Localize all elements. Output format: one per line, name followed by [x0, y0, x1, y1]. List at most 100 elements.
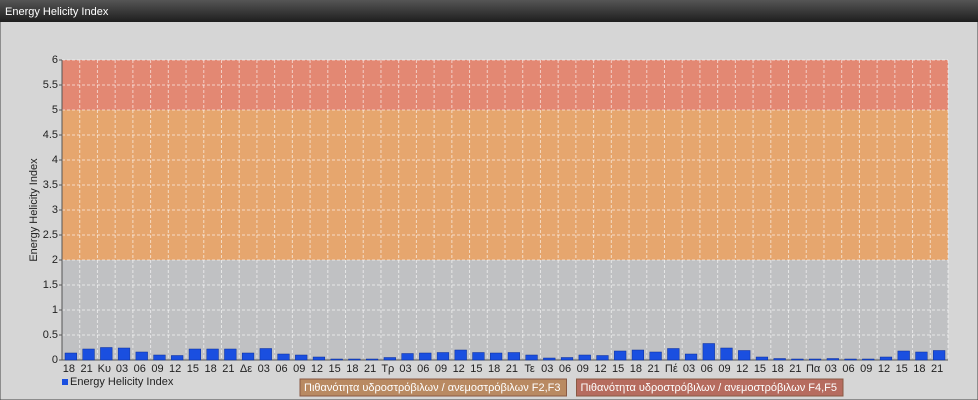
x-tick-label: 12: [169, 363, 181, 375]
legend-band-box: [299, 378, 567, 397]
x-tick-label: 03: [258, 363, 270, 375]
x-tick-label: 18: [63, 363, 75, 375]
bar: [720, 347, 733, 361]
x-tick-label: 15: [612, 363, 624, 375]
y-tick-label: 1: [52, 304, 58, 316]
y-tick-label: 3: [52, 204, 58, 216]
bar: [259, 348, 272, 361]
x-tick-label: 09: [860, 363, 872, 375]
legend-band-label: Πιθανότητα υδροστρόβιλων / ανεμοστρόβιλω…: [304, 382, 561, 394]
bar: [684, 353, 698, 361]
x-tick-label: 09: [151, 363, 163, 375]
bar: [649, 351, 662, 361]
x-tick-label: 15: [754, 363, 766, 375]
bar: [578, 354, 591, 361]
bar: [738, 350, 751, 361]
y-tick-label: 2.5: [43, 229, 58, 241]
bar: [383, 357, 396, 361]
x-tick-label: 03: [825, 363, 837, 375]
y-tick-label: 6: [52, 54, 58, 66]
bar: [100, 347, 113, 361]
bar: [667, 348, 680, 361]
y-tick-label: 0: [52, 354, 58, 366]
x-tick-label: 15: [470, 363, 482, 375]
y-tick-label: 5.5: [43, 79, 58, 91]
y-tick-label: 0.5: [43, 329, 58, 341]
bar: [897, 350, 910, 361]
x-tick-label: 06: [559, 363, 571, 375]
x-tick-label: 18: [346, 363, 358, 375]
bar: [64, 352, 77, 361]
x-tick-label: 06: [134, 363, 146, 375]
x-tick-label: 12: [878, 363, 890, 375]
bar: [915, 351, 928, 361]
x-tick-label: 12: [453, 363, 465, 375]
x-tick-label: 15: [896, 363, 908, 375]
x-tick-label: 12: [736, 363, 748, 375]
bar: [862, 358, 875, 361]
header-bar: [0, 0, 978, 22]
x-tick-label: 18: [204, 363, 216, 375]
bar: [507, 352, 520, 361]
legend-band-label: Πιθανότητα υδροστρόβιλων / ανεμοστρόβιλω…: [581, 382, 838, 394]
legend-band: Πιθανότητα υδροστρόβιλων / ανεμοστρόβιλω…: [299, 378, 567, 397]
bar: [879, 356, 893, 361]
x-tick-label: 06: [417, 363, 429, 375]
y-axis-label: Energy Helicity Index: [28, 158, 40, 262]
x-tick-label: Τε: [524, 363, 535, 375]
bar: [826, 358, 839, 361]
bar: [401, 353, 414, 361]
bar: [135, 351, 148, 361]
legend-band-box: [576, 378, 844, 397]
bar: [472, 352, 485, 361]
bar: [560, 357, 574, 361]
bar: [153, 354, 166, 361]
y-tick-label: 4.5: [43, 129, 58, 141]
x-tick-label: 06: [842, 363, 854, 375]
bar: [791, 358, 804, 361]
bar: [295, 354, 308, 361]
y-tick-label: 2: [52, 254, 58, 266]
bar: [419, 352, 432, 361]
bar: [348, 358, 361, 361]
bar: [543, 357, 556, 361]
x-tick-label: 21: [222, 363, 234, 375]
bar: [631, 349, 644, 361]
x-tick-label: 18: [772, 363, 784, 375]
legend-swatch: [62, 379, 68, 385]
bar: [277, 353, 290, 361]
x-tick-label: 09: [718, 363, 730, 375]
y-tick-label: 5: [52, 104, 58, 116]
bar: [454, 349, 467, 361]
bar: [117, 347, 131, 361]
x-tick-label: Κυ: [98, 363, 111, 375]
x-tick-label: 21: [364, 363, 376, 375]
bar: [933, 350, 946, 361]
x-tick-label: 18: [488, 363, 500, 375]
bar: [773, 358, 786, 361]
bar: [366, 358, 379, 361]
bar: [82, 348, 95, 361]
bar: [525, 354, 538, 361]
legend-band: Πιθανότητα υδροστρόβιλων / ανεμοστρόβιλω…: [576, 378, 844, 397]
x-tick-label: 21: [80, 363, 92, 375]
x-tick-label: Τρ: [381, 363, 394, 375]
bar: [241, 352, 255, 361]
x-tick-label: Πα: [806, 363, 821, 375]
x-tick-label: 18: [913, 363, 925, 375]
x-tick-label: 21: [931, 363, 943, 375]
x-tick-label: 06: [701, 363, 713, 375]
x-tick-label: 09: [435, 363, 447, 375]
widget-title: Energy Helicity Index: [5, 6, 109, 18]
bar: [171, 355, 184, 361]
x-tick-label: 03: [683, 363, 695, 375]
x-tick-label: 06: [275, 363, 287, 375]
y-tick-label: 1.5: [43, 279, 58, 291]
x-tick-label: 12: [311, 363, 323, 375]
bar: [188, 348, 201, 361]
x-tick-label: 15: [187, 363, 199, 375]
bar: [596, 355, 609, 361]
x-tick-label: Πέ: [665, 363, 678, 375]
